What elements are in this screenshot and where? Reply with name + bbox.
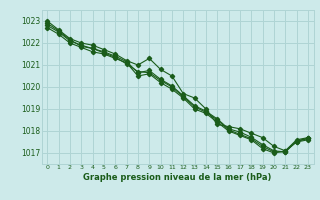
X-axis label: Graphe pression niveau de la mer (hPa): Graphe pression niveau de la mer (hPa): [84, 173, 272, 182]
